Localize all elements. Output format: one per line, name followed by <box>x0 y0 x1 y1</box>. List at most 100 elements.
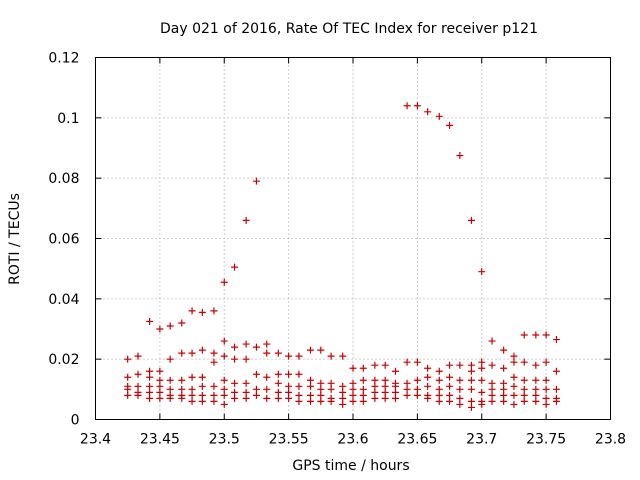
y-tick-label: 0.12 <box>48 51 79 67</box>
data-point <box>242 394 250 402</box>
data-point <box>488 379 496 387</box>
data-point <box>532 361 540 369</box>
data-point <box>349 397 357 405</box>
data-point <box>178 376 186 384</box>
data-point <box>552 397 560 405</box>
data-point <box>500 346 508 354</box>
data-point <box>231 263 239 271</box>
data-point <box>478 364 486 372</box>
data-point <box>231 388 239 396</box>
data-point <box>413 358 421 366</box>
x-tick-label: 23.45 <box>140 432 180 448</box>
data-point <box>263 349 271 357</box>
data-point <box>424 373 432 381</box>
data-point <box>371 361 379 369</box>
data-point <box>467 403 475 411</box>
data-point <box>252 391 260 399</box>
data-point <box>520 397 528 405</box>
data-point <box>510 373 518 381</box>
data-point <box>391 367 399 375</box>
data-point <box>467 385 475 393</box>
data-point <box>285 388 293 396</box>
data-point <box>156 367 164 375</box>
y-tick-label: 0.04 <box>48 292 79 308</box>
data-point <box>188 397 196 405</box>
data-point <box>188 373 196 381</box>
data-point <box>391 394 399 402</box>
data-point <box>446 361 454 369</box>
data-point <box>488 385 496 393</box>
data-point <box>307 397 315 405</box>
data-point <box>478 388 486 396</box>
data-point <box>446 121 454 129</box>
data-point <box>467 367 475 375</box>
data-point <box>156 394 164 402</box>
data-point <box>520 376 528 384</box>
data-point <box>500 397 508 405</box>
data-point <box>446 382 454 390</box>
data-point <box>532 385 540 393</box>
x-tick-label: 23.4 <box>80 432 111 448</box>
data-point <box>403 385 411 393</box>
data-point <box>166 322 174 330</box>
data-point <box>242 388 250 396</box>
data-point <box>424 364 432 372</box>
data-point <box>359 385 367 393</box>
data-point <box>435 391 443 399</box>
data-point <box>552 367 560 375</box>
data-point <box>542 400 550 408</box>
data-point <box>371 382 379 390</box>
data-point <box>520 331 528 339</box>
data-point <box>166 385 174 393</box>
x-tick-label: 23.7 <box>466 432 497 448</box>
data-point <box>242 379 250 387</box>
data-point <box>478 268 486 276</box>
data-point <box>295 397 303 405</box>
data-point <box>220 400 228 408</box>
data-point <box>510 382 518 390</box>
data-point <box>510 391 518 399</box>
data-point <box>220 385 228 393</box>
data-point <box>166 376 174 384</box>
data-point <box>478 358 486 366</box>
data-point <box>403 358 411 366</box>
data-point <box>371 388 379 396</box>
data-point <box>210 397 218 405</box>
data-point <box>252 343 260 351</box>
data-point <box>467 376 475 384</box>
data-point <box>252 177 260 185</box>
data-point <box>381 376 389 384</box>
data-point <box>381 361 389 369</box>
data-point <box>166 394 174 402</box>
data-point <box>359 397 367 405</box>
data-point <box>349 379 357 387</box>
y-tick-label: 0.08 <box>48 171 79 187</box>
data-point <box>542 358 550 366</box>
data-point <box>542 385 550 393</box>
data-point <box>274 379 282 387</box>
data-point <box>456 385 464 393</box>
x-tick-labels: 23.4 23.45 23.5 23.55 23.6 23.65 23.7 23.75 23.8 <box>80 432 626 448</box>
data-point <box>166 355 174 363</box>
data-point <box>424 382 432 390</box>
data-point <box>156 376 164 384</box>
data-point <box>188 391 196 399</box>
data-point <box>146 382 154 390</box>
data-point <box>349 391 357 399</box>
data-point <box>178 319 186 327</box>
data-point <box>220 337 228 345</box>
data-point <box>231 379 239 387</box>
data-point <box>285 370 293 378</box>
data-point <box>317 385 325 393</box>
data-point <box>532 376 540 384</box>
data-point <box>124 391 132 399</box>
data-point <box>134 391 142 399</box>
data-point <box>146 367 154 375</box>
data-point <box>178 394 186 402</box>
data-point <box>424 394 432 402</box>
data-point <box>188 307 196 315</box>
plot-frame <box>95 57 611 420</box>
data-point <box>210 358 218 366</box>
data-point <box>467 397 475 405</box>
data-point <box>413 391 421 399</box>
